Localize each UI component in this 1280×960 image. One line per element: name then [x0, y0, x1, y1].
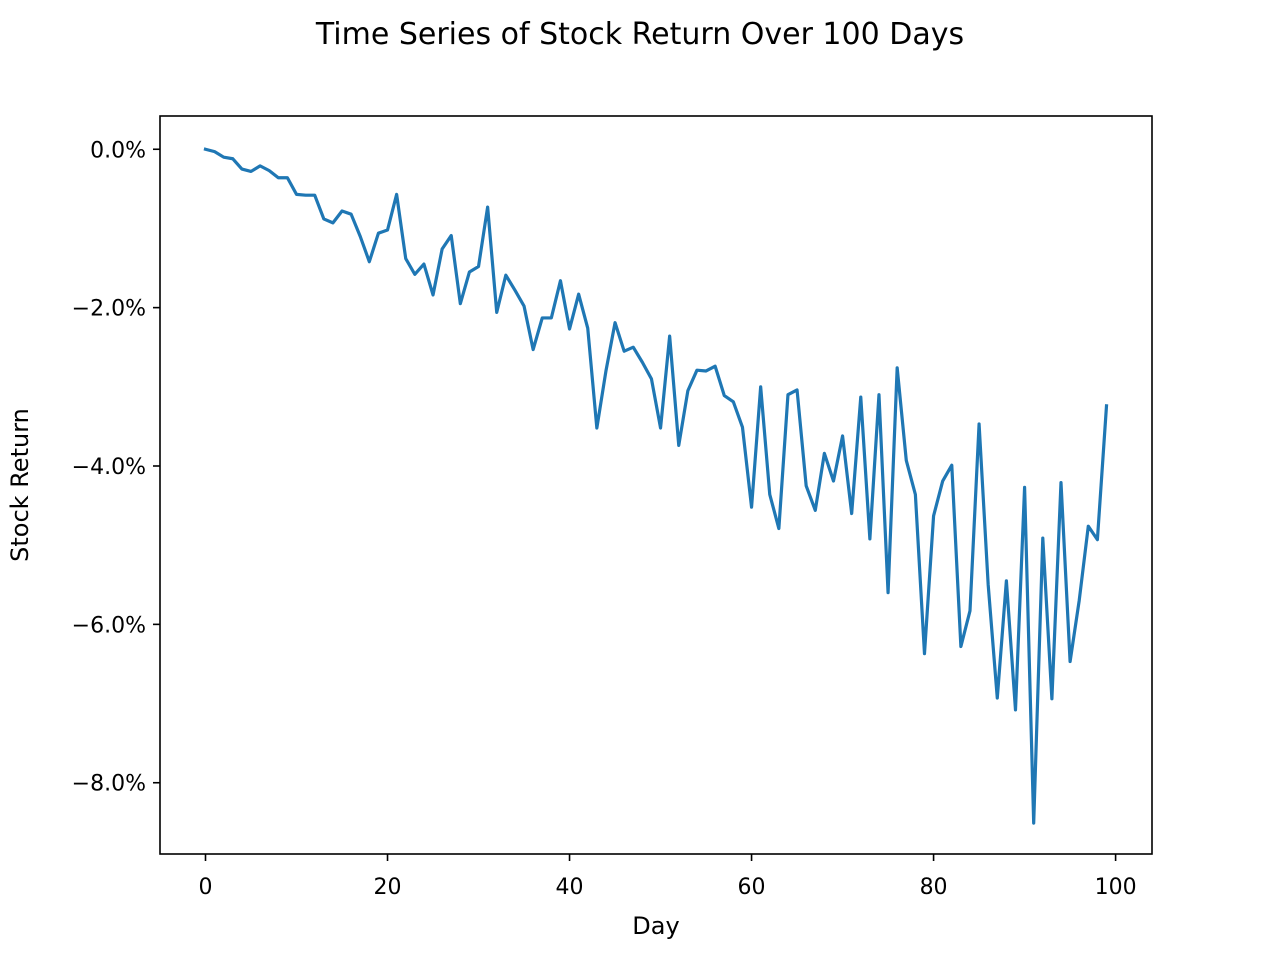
plot-area: [203, 147, 1109, 825]
y-axis-ticks: 0.0% −2.0% −4.0% −6.0% −8.0%: [72, 138, 160, 797]
x-tick-label: 20: [374, 875, 402, 900]
x-axis-ticks: 0 20 40 60 80 100: [199, 854, 1137, 900]
y-axis-label: Stock Return: [6, 408, 34, 562]
y-tick-label: −8.0%: [72, 772, 146, 797]
y-tick-label: −4.0%: [72, 455, 146, 480]
y-tick-label: −6.0%: [72, 613, 146, 638]
series-line-0: [203, 147, 1109, 825]
chart-title: Time Series of Stock Return Over 100 Day…: [315, 17, 964, 52]
x-tick-label: 60: [738, 875, 766, 900]
x-tick-label: 100: [1095, 875, 1137, 900]
x-axis-label: Day: [632, 912, 679, 940]
x-tick-label: 40: [556, 875, 584, 900]
x-tick-label: 0: [199, 875, 213, 900]
y-tick-label: 0.0%: [90, 138, 146, 163]
y-tick-label: −2.0%: [72, 297, 146, 322]
plot-frame: [159, 115, 1153, 855]
x-tick-label: 80: [920, 875, 948, 900]
